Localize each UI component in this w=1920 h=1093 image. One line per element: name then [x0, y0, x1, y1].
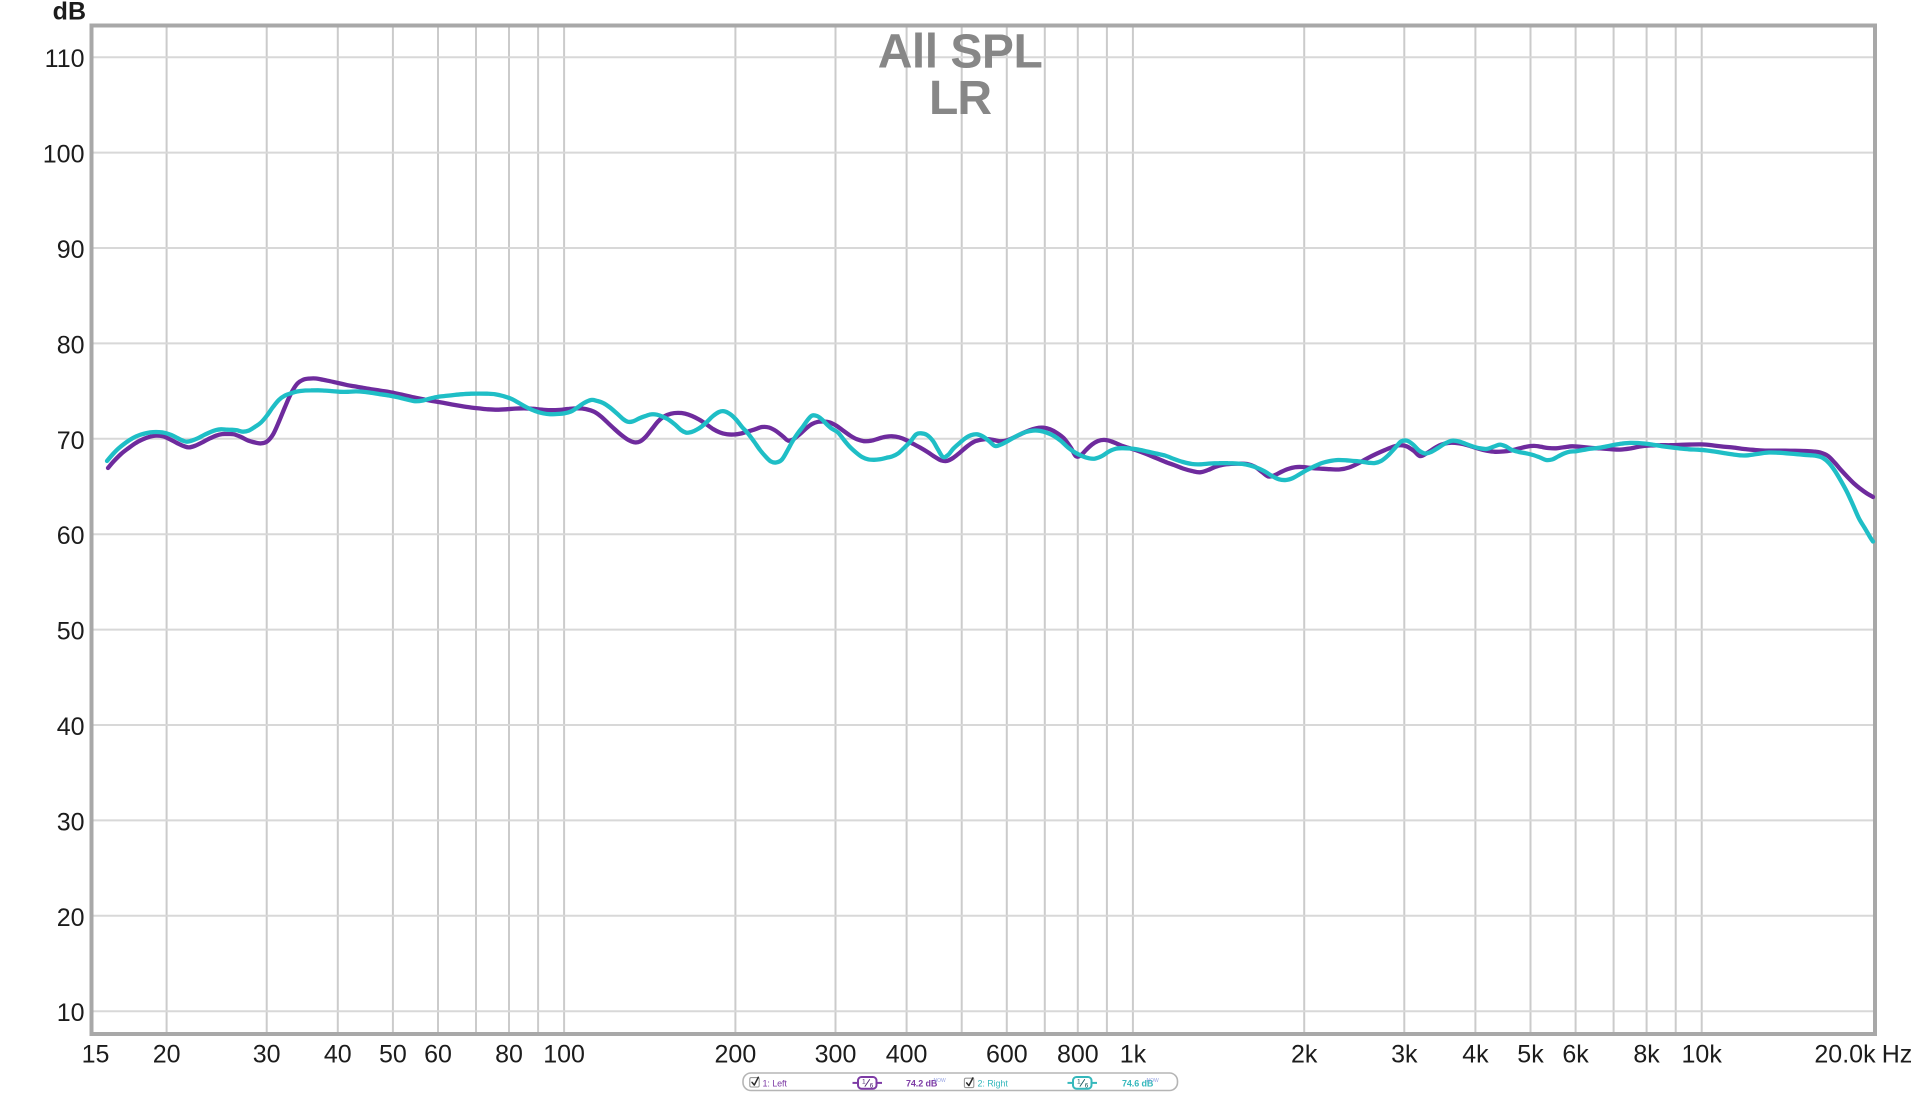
svg-text:20.0k: 20.0k — [1814, 1041, 1876, 1069]
svg-text:80: 80 — [495, 1041, 523, 1069]
svg-text:All SPL: All SPL — [878, 26, 1043, 79]
svg-text:4k: 4k — [1462, 1041, 1489, 1069]
svg-text:74.2 dB: 74.2 dB — [906, 1078, 938, 1088]
svg-text:40: 40 — [57, 713, 85, 741]
svg-text:100: 100 — [543, 1041, 585, 1069]
svg-text:10: 10 — [57, 999, 85, 1027]
svg-text:50: 50 — [379, 1041, 407, 1069]
svg-text:6: 6 — [870, 1082, 874, 1089]
svg-text:600: 600 — [986, 1041, 1028, 1069]
svg-text:1: Left: 1: Left — [763, 1078, 788, 1088]
svg-text:300: 300 — [815, 1041, 857, 1069]
svg-text:80: 80 — [57, 331, 85, 359]
svg-text:110: 110 — [45, 45, 85, 73]
svg-text:30: 30 — [57, 808, 85, 836]
svg-text:8k: 8k — [1633, 1041, 1660, 1069]
svg-text:5k: 5k — [1517, 1041, 1544, 1069]
svg-text:400: 400 — [886, 1041, 928, 1069]
svg-text:NOW: NOW — [1147, 1078, 1160, 1084]
svg-text:10k: 10k — [1682, 1041, 1723, 1069]
svg-text:50: 50 — [57, 618, 85, 646]
svg-text:1: 1 — [1077, 1079, 1081, 1086]
svg-text:3k: 3k — [1391, 1041, 1418, 1069]
svg-text:30: 30 — [253, 1041, 281, 1069]
svg-text:1: 1 — [862, 1079, 866, 1086]
svg-text:200: 200 — [715, 1041, 757, 1069]
svg-text:Hz: Hz — [1882, 1041, 1913, 1069]
svg-text:70: 70 — [57, 427, 85, 455]
svg-text:60: 60 — [57, 522, 85, 550]
svg-text:800: 800 — [1057, 1041, 1099, 1069]
svg-text:6k: 6k — [1562, 1041, 1589, 1069]
svg-text:NOW: NOW — [934, 1078, 947, 1084]
svg-text:100: 100 — [43, 141, 85, 169]
svg-text:dB: dB — [53, 0, 86, 26]
svg-text:15: 15 — [82, 1041, 110, 1069]
svg-text:LR: LR — [929, 72, 991, 125]
svg-text:74.6 dB: 74.6 dB — [1122, 1078, 1154, 1088]
svg-text:2: Right: 2: Right — [978, 1078, 1009, 1088]
svg-text:90: 90 — [57, 236, 85, 264]
svg-text:20: 20 — [57, 904, 85, 932]
svg-text:20: 20 — [153, 1041, 181, 1069]
svg-text:1k: 1k — [1120, 1041, 1147, 1069]
svg-text:6: 6 — [1085, 1082, 1089, 1089]
svg-text:60: 60 — [424, 1041, 452, 1069]
svg-text:40: 40 — [324, 1041, 352, 1069]
svg-text:2k: 2k — [1291, 1041, 1318, 1069]
